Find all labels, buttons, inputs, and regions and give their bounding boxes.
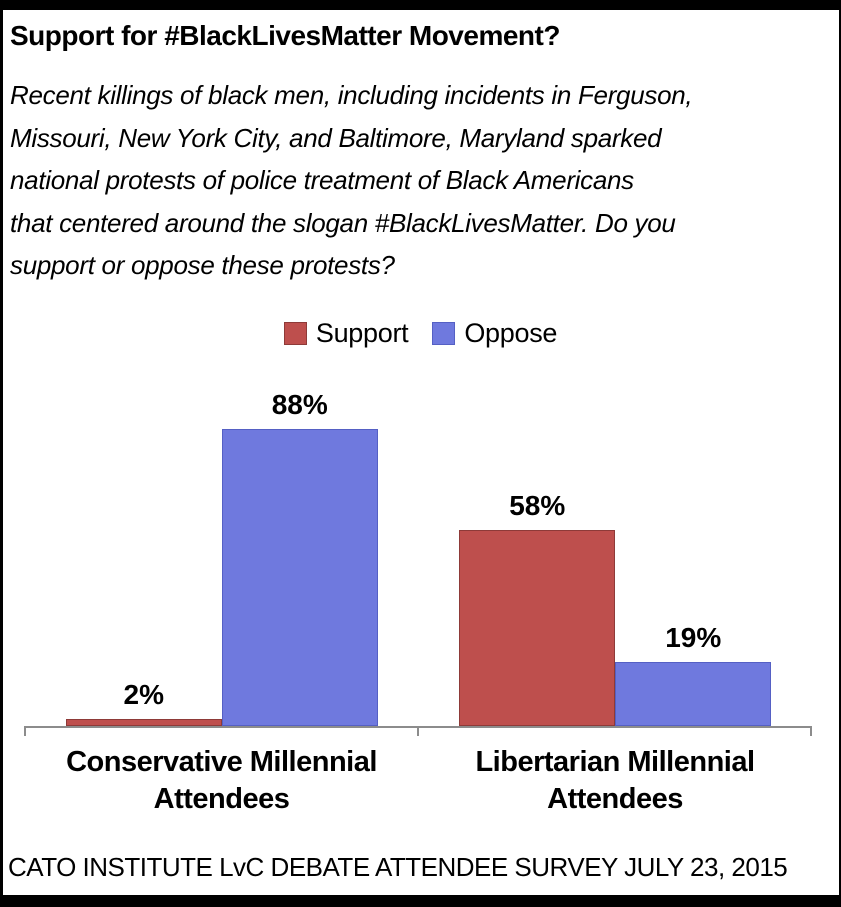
x-axis-tick-middle xyxy=(417,726,419,736)
bar-oppose-conservative xyxy=(221,429,378,726)
bar-support-libertarian xyxy=(459,530,616,726)
category-label-libertarian: Libertarian Millennial Attendees xyxy=(475,746,755,815)
value-label-support-libertarian: 58% xyxy=(509,490,566,522)
legend-item-oppose: Oppose xyxy=(432,318,557,349)
chart-subtitle: Recent killings of black men, including … xyxy=(10,80,693,280)
plot-area: 2% 88% 58% 19% xyxy=(24,386,812,736)
legend-swatch-support xyxy=(283,322,307,345)
bar-support-conservative xyxy=(65,719,222,726)
x-axis-line xyxy=(24,726,812,736)
category-axis-labels: Conservative Millennial Attendees Liberta… xyxy=(25,744,812,844)
source-note: CATO INSTITUTE LvC DEBATE ATTENDEE SURVE… xyxy=(8,852,788,882)
value-label-oppose-libertarian: 19% xyxy=(665,621,722,653)
x-axis-tick-right xyxy=(810,726,812,736)
value-label-oppose-conservative: 88% xyxy=(271,389,328,420)
category-label-conservative: Conservative Millennial Attendees xyxy=(66,746,377,815)
x-axis-tick-left xyxy=(24,726,26,736)
chart-legend: Support Oppose xyxy=(0,318,841,349)
chart-title: Support for #BlackLivesMatter Movement? xyxy=(10,20,560,51)
bar-oppose-libertarian xyxy=(615,661,772,726)
legend-label-support: Support xyxy=(315,318,409,348)
value-label-support-conservative: 2% xyxy=(123,679,164,711)
legend-label-oppose: Oppose xyxy=(464,318,558,348)
legend-item-support: Support xyxy=(283,318,409,349)
legend-swatch-oppose xyxy=(432,322,456,345)
